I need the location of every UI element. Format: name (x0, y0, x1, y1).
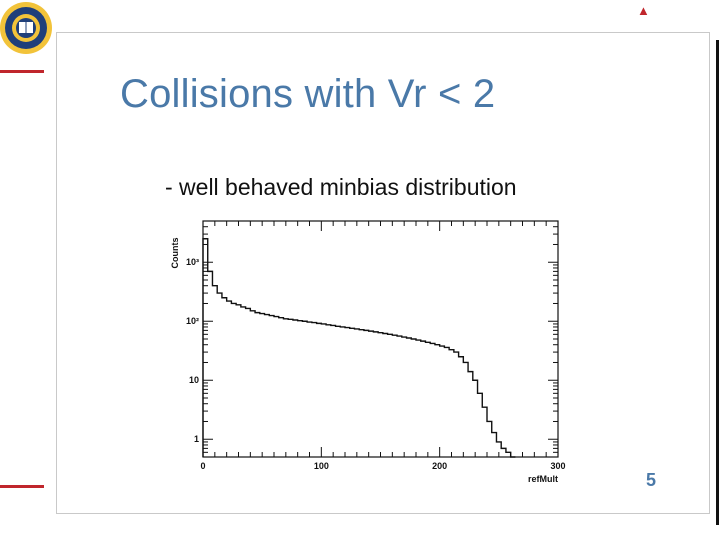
footer-accent-line (0, 485, 44, 488)
histogram-series-line (202, 238, 516, 458)
slide-subtitle: - well behaved minbias distribution (165, 174, 517, 200)
histogram-chart: 0 100 200 300 1 10 10² 10³ Counts refMult (170, 220, 566, 484)
page-number: 5 (646, 470, 657, 490)
y-tick-label: 10² (186, 316, 199, 326)
x-tick-label: 0 (200, 461, 205, 471)
header-accent-line (0, 70, 44, 73)
y-tick-label: 10³ (186, 257, 199, 267)
slide-frame (56, 32, 710, 514)
x-tick-label: 200 (432, 461, 447, 471)
y-tick-label: 10 (189, 375, 199, 385)
university-seal-icon (0, 2, 52, 54)
plot-frame (202, 220, 559, 458)
slide-title: Collisions with Vr < 2 (120, 72, 496, 116)
x-tick-label: 300 (550, 461, 565, 471)
x-axis-label: refMult (528, 474, 558, 484)
y-tick-label: 1 (194, 434, 199, 444)
right-edge-bar (716, 40, 719, 525)
x-tick-label: 100 (314, 461, 329, 471)
y-axis-label: Counts (170, 238, 180, 269)
nav-marker-icon[interactable]: ▲ (637, 3, 650, 18)
